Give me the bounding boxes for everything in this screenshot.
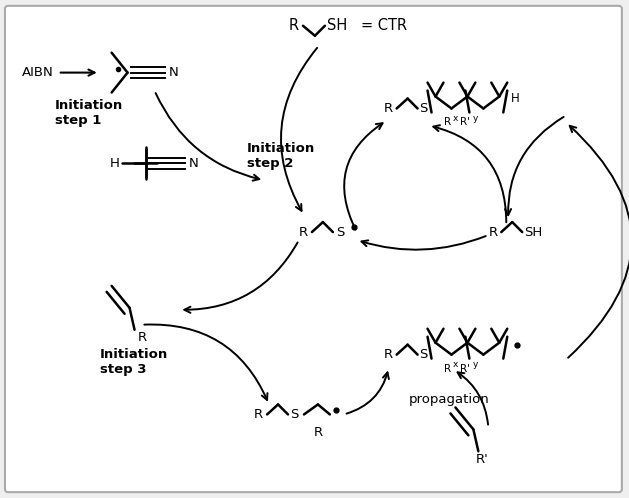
Text: S: S [420,102,428,115]
Text: = CTR: = CTR [361,18,407,33]
Text: y: y [472,360,478,369]
Text: H: H [109,157,120,170]
Text: S: S [290,408,298,421]
Text: R: R [384,102,393,115]
Text: SH: SH [327,18,347,33]
Text: R: R [313,426,323,439]
Text: R: R [444,364,451,374]
Text: AIBN: AIBN [22,66,53,79]
Text: H: H [511,92,520,105]
Text: R: R [254,408,264,421]
Text: step 2: step 2 [247,157,294,170]
Text: SH: SH [524,226,542,239]
Text: propagation: propagation [409,393,489,406]
Text: R: R [444,118,451,127]
Text: S: S [420,348,428,361]
Text: N: N [189,157,198,170]
Text: step 1: step 1 [55,114,101,127]
Text: x: x [453,114,458,123]
Text: R: R [289,18,299,33]
Text: Initiation: Initiation [55,99,123,112]
Text: N: N [169,66,178,79]
FancyBboxPatch shape [5,6,622,492]
Text: R: R [384,348,393,361]
Text: S: S [336,226,344,239]
Text: x: x [453,360,458,369]
Text: step 3: step 3 [99,363,146,376]
Text: R: R [488,226,498,239]
Text: R': R' [460,364,470,374]
Text: R: R [299,226,308,239]
Text: Initiation: Initiation [99,348,168,361]
Text: y: y [472,114,478,123]
Text: R': R' [460,118,470,127]
Text: Initiation: Initiation [247,142,315,155]
Text: R: R [138,331,147,344]
Text: R': R' [476,453,488,466]
